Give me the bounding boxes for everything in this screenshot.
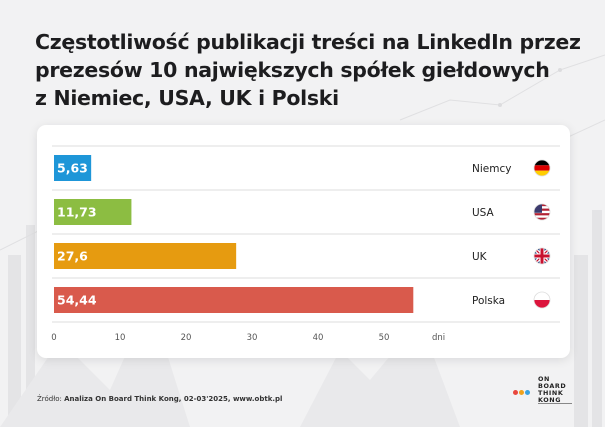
logo-dot xyxy=(513,390,518,395)
logo-dots xyxy=(513,380,531,399)
x-tick-label: 0 xyxy=(51,333,56,343)
bar-polska xyxy=(54,287,414,313)
logo-dot xyxy=(519,390,524,395)
bar-value-label: 54,44 xyxy=(57,293,97,308)
chart-card: 5,63 Niemcy 11,73 USA 27,6 UK 54,44 Polska 0 10 20… xyxy=(37,125,570,358)
source-text: Analiza On Board Think Kong, 02-03'2025,… xyxy=(64,395,283,403)
bar-uk xyxy=(54,243,237,269)
logo-line-2: BOARD xyxy=(538,382,567,390)
bar-value-label: 27,6 xyxy=(57,249,88,264)
x-tick-label: 10 xyxy=(115,333,126,343)
bar-niemcy xyxy=(54,155,92,181)
logo-line-1: ON xyxy=(538,375,550,383)
x-tick-label: 20 xyxy=(181,333,192,343)
logo-wordmark: ON BOARD THINK KONG xyxy=(538,376,566,404)
chart-title-line-2: prezesów 10 największych spółek giełdowy… xyxy=(35,58,550,82)
logo-line-4: KONG xyxy=(538,396,562,404)
uk-flag-icon xyxy=(533,247,551,265)
logo-dot xyxy=(525,390,530,395)
bar-usa xyxy=(54,199,132,225)
chart-title-line-1: Częstotliwość publikacji treści na Linke… xyxy=(35,30,581,54)
poland-flag-icon xyxy=(533,291,551,309)
bar-value-label: 5,63 xyxy=(57,161,88,176)
x-axis-unit: dni xyxy=(432,333,445,343)
logo-underline xyxy=(538,403,572,404)
x-tick-label: 30 xyxy=(247,333,258,343)
x-tick-label: 50 xyxy=(379,333,390,343)
chart-title-line-3: z Niemiec, USA, UK i Polski xyxy=(35,86,339,110)
category-label: Polska xyxy=(472,295,505,307)
source-note: Źródło: Analiza On Board Think Kong, 02-… xyxy=(37,395,282,403)
bar-chart: 5,63 Niemcy 11,73 USA 27,6 UK 54,44 Polska 0 10 20… xyxy=(51,145,560,343)
bar-value-label: 11,73 xyxy=(57,205,97,220)
logo-line-3: THINK xyxy=(538,389,564,397)
usa-flag-icon xyxy=(533,203,551,221)
germany-flag-icon xyxy=(533,159,551,177)
category-label: USA xyxy=(472,207,495,219)
obtk-logo: ON BOARD THINK KONG xyxy=(513,376,583,406)
chart-title: Częstotliwość publikacji treści na Linke… xyxy=(35,28,595,112)
x-tick-label: 40 xyxy=(313,333,324,343)
category-label: Niemcy xyxy=(472,163,511,175)
category-label: UK xyxy=(472,251,488,263)
source-prefix: Źródło: xyxy=(37,395,65,403)
